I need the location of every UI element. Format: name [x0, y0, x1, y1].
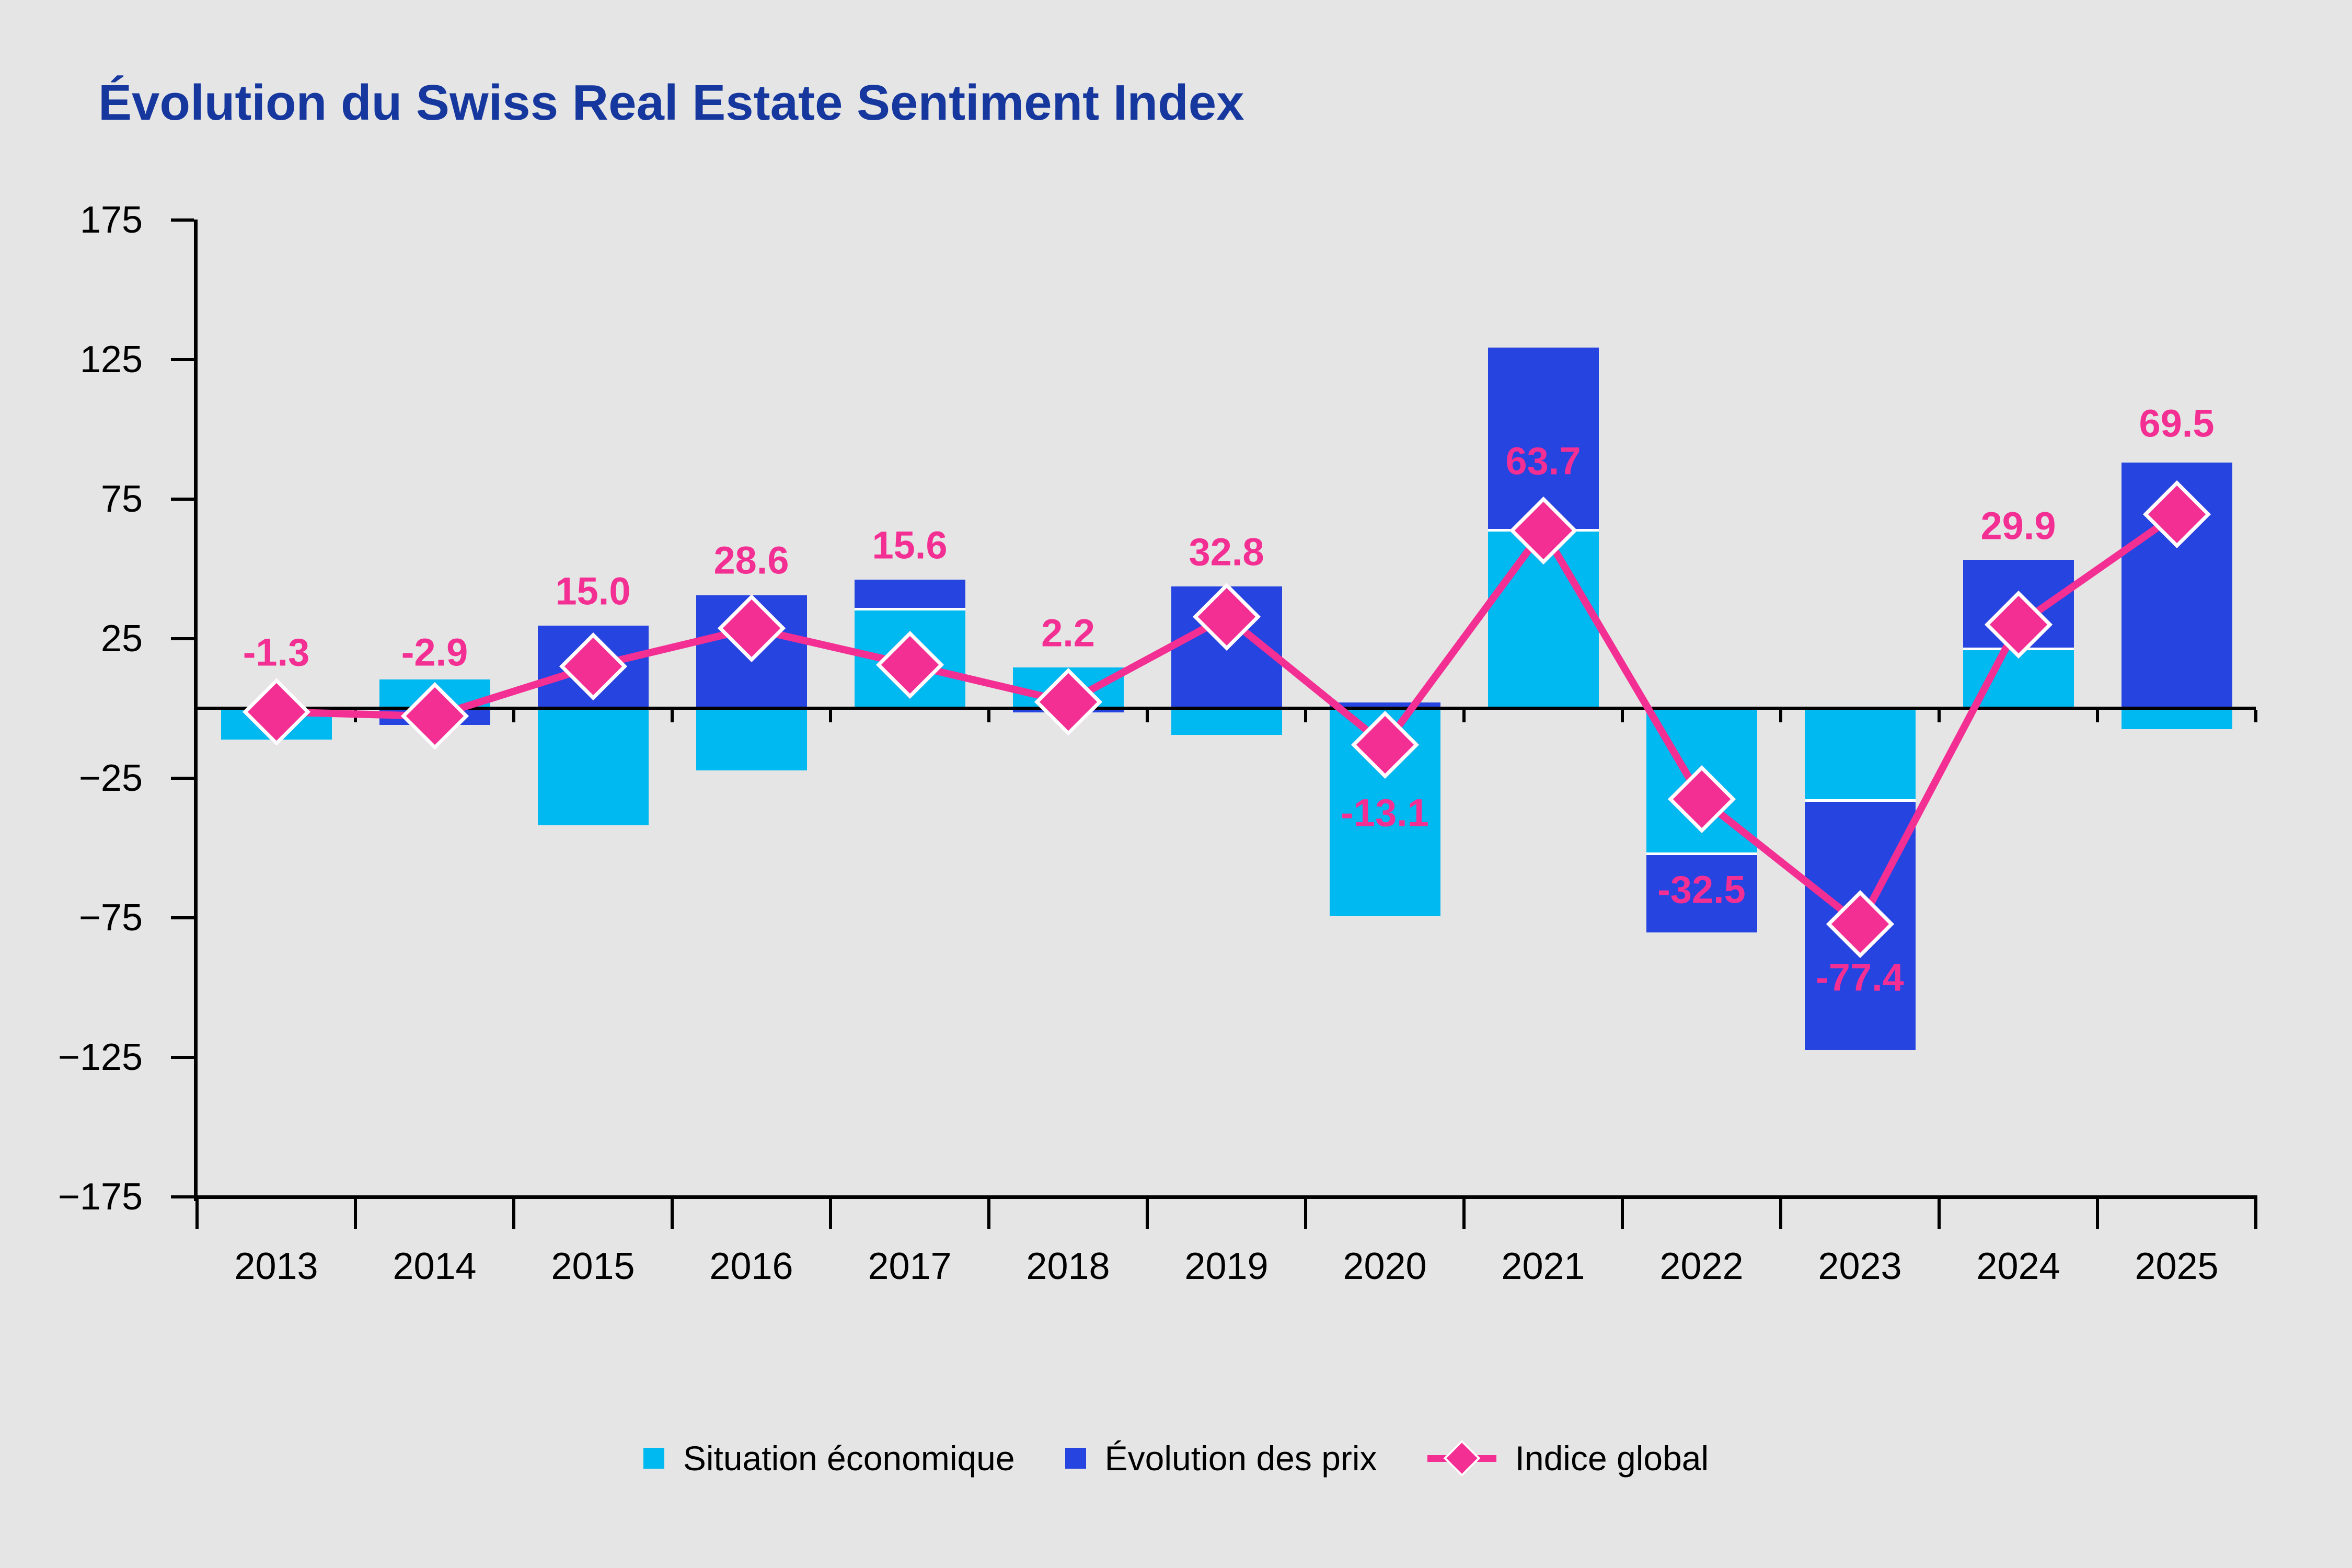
- x-tick-label-2015: 2015: [551, 1246, 635, 1287]
- value-label-2023: -77.4: [1816, 955, 1904, 999]
- legend-diamond-icon: [1443, 1439, 1480, 1477]
- bar-situation-economique-2019: [1171, 708, 1282, 735]
- value-label-2020: -13.1: [1341, 791, 1429, 835]
- bar-situation-economique-2015: [537, 708, 649, 826]
- x-axis-tick: [2096, 1198, 2099, 1229]
- x-axis-tick: [829, 1198, 832, 1229]
- bar-situation-economique-2016: [696, 708, 807, 771]
- y-axis-tick: [171, 916, 194, 919]
- bar-situation-economique-2023: [1804, 708, 1916, 801]
- zero-line-tick: [1146, 710, 1149, 722]
- bar-evolution-des-prix-2017: [854, 580, 965, 609]
- zero-line-tick: [1304, 710, 1307, 722]
- x-tick-label-2022: 2022: [1659, 1246, 1744, 1287]
- zero-line-tick: [1938, 710, 1941, 722]
- x-axis-line: [194, 1195, 2257, 1199]
- legend-label: Indice global: [1515, 1439, 1709, 1478]
- x-axis-tick: [2254, 1198, 2257, 1229]
- value-label-2013: -1.3: [243, 630, 310, 674]
- x-axis-tick: [1462, 1198, 1466, 1229]
- zero-line: [197, 707, 2256, 710]
- bar-separator-2017: [854, 608, 965, 611]
- y-tick-label: 175: [79, 199, 143, 241]
- bar-evolution-des-prix-2022: [1646, 853, 1757, 932]
- y-axis-tick: [171, 1195, 194, 1198]
- bar-separator-2023: [1804, 799, 1916, 802]
- zero-line-tick: [1462, 710, 1466, 722]
- y-tick-label: −125: [57, 1036, 143, 1078]
- value-label-2016: 28.6: [713, 538, 789, 582]
- x-tick-label-2014: 2014: [393, 1246, 477, 1287]
- legend-item-evolution-des-prix: Évolution des prix: [1065, 1438, 1377, 1478]
- x-axis-tick: [195, 1198, 199, 1229]
- value-label-2015: 15.0: [555, 569, 631, 613]
- zero-line-tick: [1779, 710, 1782, 722]
- y-tick-label: 125: [79, 338, 143, 381]
- x-axis-tick: [671, 1198, 674, 1229]
- y-tick-label: −75: [78, 896, 143, 939]
- chart-title: Évolution du Swiss Real Estate Sentiment…: [98, 75, 1244, 131]
- zero-line-tick: [2254, 710, 2257, 722]
- value-label-2019: 32.8: [1189, 530, 1264, 574]
- bar-separator-2022: [1646, 852, 1757, 855]
- y-axis-tick: [171, 776, 194, 780]
- x-tick-label-2013: 2013: [234, 1246, 318, 1287]
- x-tick-label-2020: 2020: [1343, 1246, 1427, 1287]
- x-axis-tick: [1621, 1198, 1624, 1229]
- x-axis-tick: [987, 1198, 990, 1229]
- legend-item-situation-economique: Situation économique: [643, 1438, 1015, 1478]
- legend-label: Situation économique: [683, 1439, 1015, 1478]
- value-label-2025: 69.5: [2139, 401, 2215, 445]
- bar-situation-economique-2025: [2121, 708, 2232, 729]
- zero-line-tick: [1621, 710, 1624, 722]
- x-tick-label-2016: 2016: [709, 1246, 793, 1287]
- zero-line-tick: [512, 710, 515, 722]
- bar-evolution-des-prix-2020: [1329, 702, 1440, 708]
- y-axis-tick: [171, 218, 194, 222]
- x-tick-label-2024: 2024: [1976, 1246, 2060, 1287]
- value-label-2017: 15.6: [872, 523, 948, 567]
- value-label-2018: 2.2: [1041, 611, 1095, 655]
- y-tick-label: 25: [100, 617, 143, 660]
- y-axis-tick: [171, 358, 194, 361]
- x-axis-tick: [354, 1198, 357, 1229]
- legend-swatch-icon: [1065, 1448, 1086, 1469]
- y-tick-label: 75: [100, 478, 143, 520]
- legend-item-indice-global: Indice global: [1427, 1438, 1709, 1478]
- x-axis-tick: [1146, 1198, 1149, 1229]
- zero-line-tick: [829, 710, 832, 722]
- x-axis-tick: [1304, 1198, 1307, 1229]
- legend: Situation économique Évolution des prix In…: [0, 1438, 2352, 1478]
- x-axis-tick: [1938, 1198, 1941, 1229]
- legend-label: Évolution des prix: [1104, 1439, 1377, 1478]
- x-tick-label-2021: 2021: [1501, 1246, 1585, 1287]
- x-tick-label-2025: 2025: [2135, 1246, 2219, 1287]
- y-axis-tick: [171, 497, 194, 501]
- y-tick-label: −25: [78, 757, 143, 799]
- y-axis-line: [194, 220, 198, 1201]
- x-tick-label-2019: 2019: [1184, 1246, 1269, 1287]
- value-label-2021: 63.7: [1505, 439, 1581, 483]
- x-tick-label-2023: 2023: [1818, 1246, 1902, 1287]
- legend-swatch-icon: [643, 1448, 664, 1469]
- zero-line-tick: [987, 710, 990, 722]
- legend-line-diamond-icon: [1427, 1439, 1496, 1477]
- y-axis-tick: [171, 1055, 194, 1059]
- zero-line-tick: [671, 710, 674, 722]
- zero-line-tick: [2096, 710, 2099, 722]
- x-axis-tick: [512, 1198, 515, 1229]
- x-tick-label-2017: 2017: [868, 1246, 952, 1287]
- value-label-2022: -32.5: [1657, 868, 1746, 912]
- y-tick-label: −175: [57, 1175, 143, 1218]
- y-axis-tick: [171, 637, 194, 640]
- value-label-2024: 29.9: [1980, 504, 2056, 548]
- x-tick-label-2018: 2018: [1026, 1246, 1110, 1287]
- value-label-2014: -2.9: [401, 630, 468, 674]
- x-axis-tick: [1779, 1198, 1782, 1229]
